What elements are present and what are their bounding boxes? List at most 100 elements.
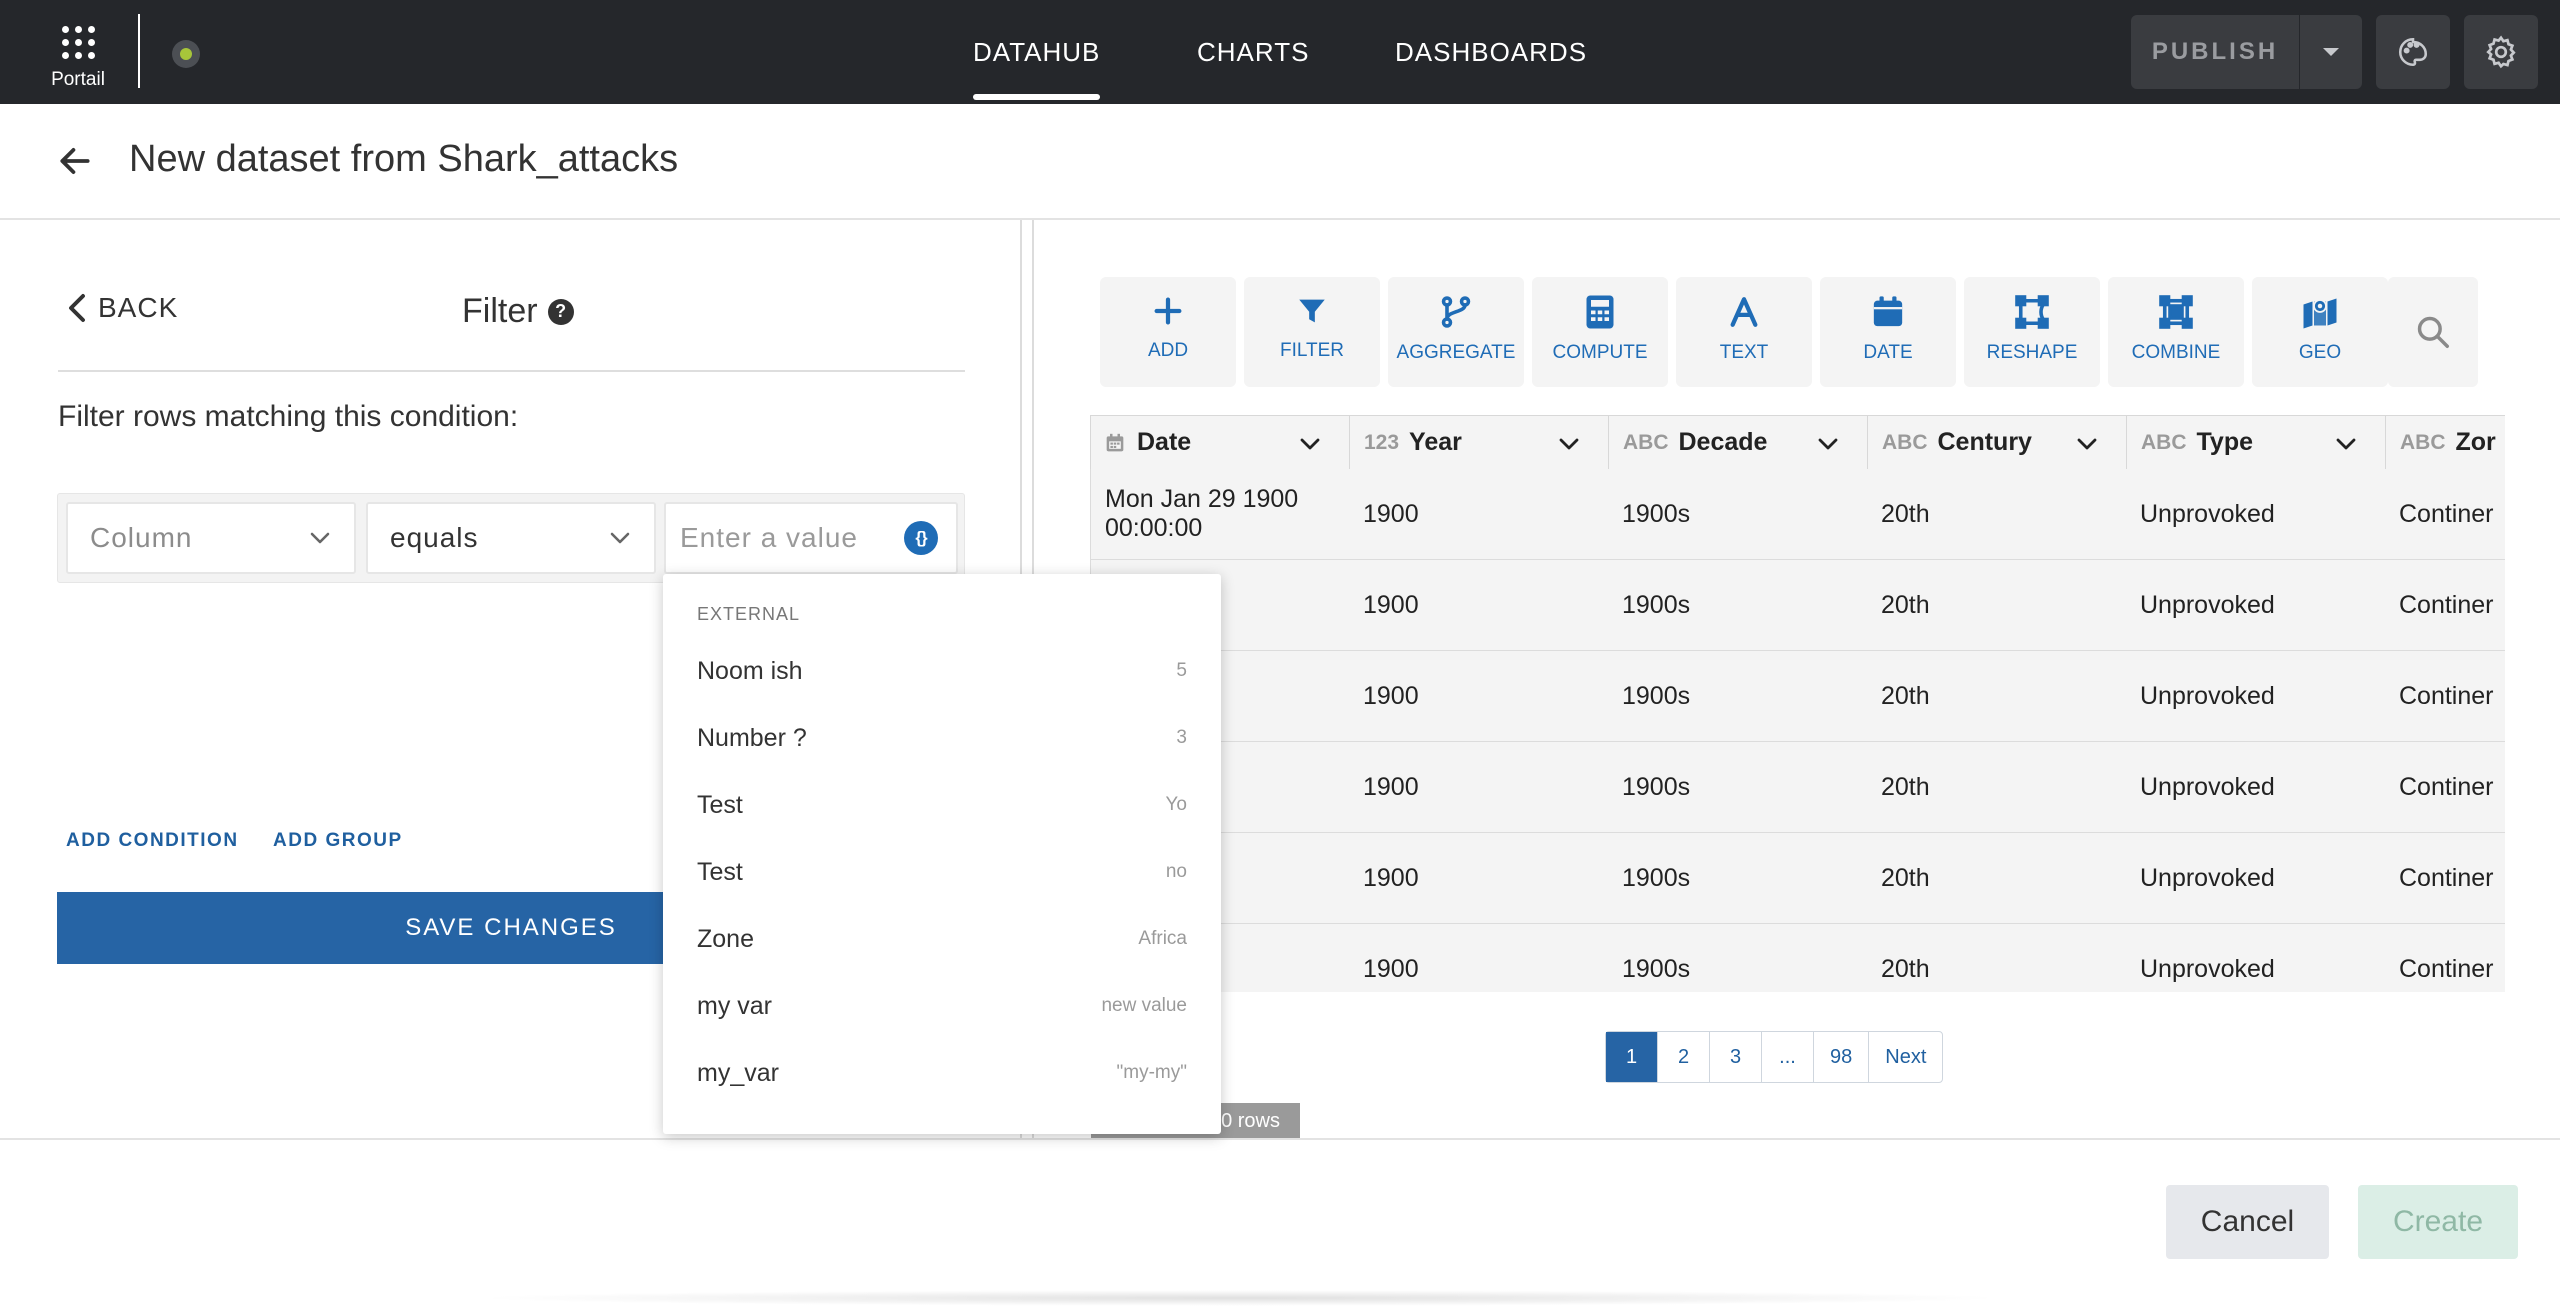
variable-option[interactable]: my_var "my-my" xyxy=(663,1040,1221,1106)
column-name: Century xyxy=(1937,428,2032,456)
variable-option[interactable]: Number ? 3 xyxy=(663,705,1221,771)
nav-charts[interactable]: CHARTS xyxy=(1197,36,1310,67)
table-cell: 20th xyxy=(1867,924,2127,992)
table-cell: Unprovoked xyxy=(2126,651,2386,742)
table-cell: Unprovoked xyxy=(2126,469,2386,560)
toolbar-geo-button[interactable]: GEO xyxy=(2252,277,2388,387)
dataset-table: Date 123 Year ABC Decade ABC Century ABC… xyxy=(1090,415,2505,992)
page-button[interactable]: 98 xyxy=(1814,1032,1870,1082)
toolbar-date-button[interactable]: DATE xyxy=(1820,277,1956,387)
column-type-label: ABC xyxy=(1623,430,1669,454)
table-cell: Continer xyxy=(2385,833,2505,924)
toolbar-compute-button[interactable]: COMPUTE xyxy=(1532,277,1668,387)
variable-value: 3 xyxy=(1176,727,1187,748)
variable-value: Yo xyxy=(1165,794,1188,815)
variable-option[interactable]: Test no xyxy=(663,839,1221,905)
palette-icon xyxy=(2398,37,2428,67)
variable-option[interactable]: Test Yo xyxy=(663,772,1221,838)
variable-name: my_var xyxy=(697,1058,779,1087)
add-group-button[interactable]: ADD GROUP xyxy=(273,830,403,851)
table-cell: Continer xyxy=(2385,651,2505,742)
column-header-century[interactable]: ABC Century xyxy=(1867,415,2127,470)
chevron-down-icon[interactable] xyxy=(1815,436,1841,452)
table-cell: 1900s xyxy=(1608,560,1868,651)
publish-options-button[interactable] xyxy=(2300,15,2362,89)
page-ellipsis: ... xyxy=(1762,1032,1814,1082)
chevron-down-icon[interactable] xyxy=(1556,436,1582,452)
theme-button[interactable] xyxy=(2376,15,2450,89)
chevron-down-icon[interactable] xyxy=(1297,436,1323,452)
toolbar-date-label: DATE xyxy=(1863,342,1913,363)
page-title: New dataset from Shark_attacks xyxy=(129,138,679,180)
table-cell: 20th xyxy=(1867,742,2127,833)
toolbar-add-button[interactable]: ADD xyxy=(1100,277,1236,387)
variable-picker-button[interactable]: {} xyxy=(904,521,938,555)
column-header-date[interactable]: Date xyxy=(1090,415,1350,470)
toolbar-text-button[interactable]: TEXT xyxy=(1676,277,1812,387)
app-launcher[interactable]: Portail xyxy=(40,20,116,91)
table-cell: 1900s xyxy=(1608,469,1868,560)
condition-label: Filter rows matching this condition: xyxy=(58,400,519,433)
letter-a-icon xyxy=(1730,297,1758,327)
chevron-down-icon[interactable] xyxy=(2074,436,2100,452)
nav-dashboards[interactable]: DASHBOARDS xyxy=(1395,36,1588,67)
column-select[interactable]: Column xyxy=(66,502,356,574)
column-select-value: Column xyxy=(90,522,193,553)
table-cell: Unprovoked xyxy=(2126,742,2386,833)
page-header: New dataset from Shark_attacks xyxy=(0,104,2560,220)
chevron-down-icon[interactable] xyxy=(2333,436,2359,452)
variable-option[interactable]: my var new value xyxy=(663,973,1221,1039)
operator-select[interactable]: equals xyxy=(366,502,656,574)
variable-option[interactable]: Noom ish 5 xyxy=(663,638,1221,704)
cancel-button[interactable]: Cancel xyxy=(2166,1185,2329,1259)
settings-button[interactable] xyxy=(2464,15,2538,89)
create-button[interactable]: Create xyxy=(2358,1185,2518,1259)
variable-name: Number ? xyxy=(697,723,807,752)
column-type-label: 123 xyxy=(1364,430,1400,454)
nav-datahub[interactable]: DATAHUB xyxy=(973,0,1101,104)
toolbar-filter-label: FILTER xyxy=(1279,340,1345,361)
toolbar-reshape-button[interactable]: RESHAPE xyxy=(1964,277,2100,387)
page-button[interactable]: 3 xyxy=(1710,1032,1762,1082)
back-button[interactable]: BACK xyxy=(66,292,178,324)
page-button[interactable]: 2 xyxy=(1658,1032,1710,1082)
table-cell: 20th xyxy=(1867,469,2127,560)
column-header-decade[interactable]: ABC Decade xyxy=(1608,415,1868,470)
publish-button[interactable]: PUBLISH xyxy=(2131,15,2299,89)
toolbar-aggregate-button[interactable]: AGGREGATE xyxy=(1388,277,1524,387)
help-icon[interactable]: ? xyxy=(547,298,574,325)
next-page-button[interactable]: Next xyxy=(1885,1045,1927,1068)
table-cell: 1900 xyxy=(1349,742,1609,833)
table-cell: 1900 xyxy=(1349,651,1609,742)
reshape-icon xyxy=(2015,295,2049,329)
variable-value: 5 xyxy=(1176,660,1187,681)
toolbar-search-button[interactable] xyxy=(2388,277,2478,387)
column-header-year[interactable]: 123 Year xyxy=(1349,415,1609,470)
toolbar-filter-button[interactable]: FILTER xyxy=(1244,277,1380,387)
variable-option[interactable]: Zone Africa xyxy=(663,906,1221,972)
table-cell: Unprovoked xyxy=(2126,924,2386,992)
column-header-type[interactable]: ABC Type xyxy=(2126,415,2386,470)
back-arrow-icon[interactable] xyxy=(56,142,94,180)
calendar-icon xyxy=(1106,433,1124,451)
table-cell: Unprovoked xyxy=(2126,833,2386,924)
add-condition-button[interactable]: ADD CONDITION xyxy=(66,830,239,851)
gear-icon xyxy=(2486,35,2516,69)
table-cell: Mon Jan 29 1900 00:00:00 xyxy=(1090,469,1350,560)
toolbar-combine-button[interactable]: COMBINE xyxy=(2108,277,2244,387)
column-type-label: ABC xyxy=(1882,430,1928,454)
column-name: Year xyxy=(1409,428,1462,456)
variable-name: Noom ish xyxy=(697,656,803,685)
column-header-zone[interactable]: ABC Zor xyxy=(2385,415,2505,470)
value-input[interactable] xyxy=(666,504,896,572)
table-cell: 1900s xyxy=(1608,742,1868,833)
page-button[interactable]: 1 xyxy=(1606,1032,1658,1082)
toolbar-add-label: ADD xyxy=(1147,340,1189,361)
app-grid-icon xyxy=(40,26,116,59)
table-cell: Continer xyxy=(2385,924,2505,992)
map-icon xyxy=(2303,298,2337,329)
variable-dropdown: EXTERNAL Noom ish 5 Number ? 3 Test Yo T… xyxy=(663,574,1221,1134)
column-name: Date xyxy=(1137,428,1192,456)
top-navigation-bar: Portail DATAHUB CHARTS DASHBOARDS PUBLIS… xyxy=(0,0,2560,104)
chevron-left-icon xyxy=(69,294,85,322)
